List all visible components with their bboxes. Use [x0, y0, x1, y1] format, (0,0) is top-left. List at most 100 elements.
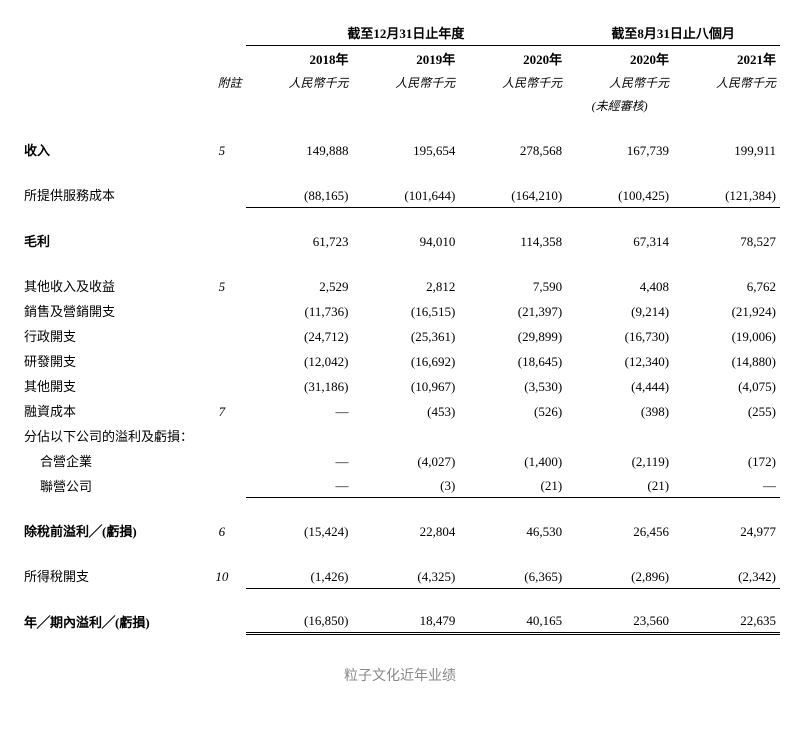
table-row: 銷售及營銷開支(11,736)(16,515)(21,397)(9,214)(2…	[20, 298, 780, 323]
cell-value: 167,739	[566, 137, 673, 162]
cell-value: (2,119)	[566, 448, 673, 473]
table-row: 除稅前溢利╱(虧損)6(15,424)22,80446,53026,45624,…	[20, 518, 780, 543]
cell-value: 4,408	[566, 273, 673, 298]
cell-value: 46,530	[459, 518, 566, 543]
row-label: 其他收入及收益	[20, 273, 198, 298]
cell-value: (4,075)	[673, 373, 780, 398]
header-year-row: 2018年 2019年 2020年 2020年 2021年	[20, 46, 780, 72]
cell-value: (18,645)	[459, 348, 566, 373]
table-row: 年╱期內溢利╱(虧損)(16,850)18,47940,16523,56022,…	[20, 609, 780, 634]
row-label: 融資成本	[20, 398, 198, 423]
cell-value: (1,400)	[459, 448, 566, 473]
row-label: 研發開支	[20, 348, 198, 373]
row-label: 銷售及營銷開支	[20, 298, 198, 323]
cell-value: 22,635	[673, 609, 780, 634]
table-row: 毛利 61,72394,010114,35867,31478,527	[20, 228, 780, 253]
row-note: 5	[198, 273, 245, 298]
cell-value: (6,365)	[459, 563, 566, 588]
cell-value: 94,010	[352, 228, 459, 253]
row-label: 毛利	[20, 228, 198, 253]
cell-value: (4,325)	[352, 563, 459, 588]
cell-value: 40,165	[459, 609, 566, 634]
cell-value: (9,214)	[566, 298, 673, 323]
cell-value: (100,425)	[566, 182, 673, 207]
cell-value: (2,342)	[673, 563, 780, 588]
cell-value: (19,006)	[673, 323, 780, 348]
cell-value: (11,736)	[246, 298, 353, 323]
row-label: 分佔以下公司的溢利及虧損：	[20, 423, 198, 448]
cell-value: 114,358	[459, 228, 566, 253]
row-label: 所得稅開支	[20, 563, 198, 588]
note-header: 附註	[198, 71, 245, 94]
table-row: 研發開支(12,042)(16,692)(18,645)(12,340)(14,…	[20, 348, 780, 373]
row-label: 行政開支	[20, 323, 198, 348]
table-row: 其他收入及收益52,5292,8127,5904,4086,762	[20, 273, 780, 298]
span-header-1: 截至12月31日止年度	[246, 20, 567, 46]
cell-value: 18,479	[352, 609, 459, 634]
cell-value: 278,568	[459, 137, 566, 162]
unaudited-label: (未經審核)	[566, 94, 673, 117]
header-span-row: 截至12月31日止年度 截至8月31日止八個月	[20, 20, 780, 46]
cell-value: 2,529	[246, 273, 353, 298]
row-note: 5	[198, 137, 245, 162]
cell-value: (172)	[673, 448, 780, 473]
cell-value: (21,397)	[459, 298, 566, 323]
cell-value: 22,804	[352, 518, 459, 543]
cell-value: 67,314	[566, 228, 673, 253]
cell-value: 149,888	[246, 137, 353, 162]
cell-value: (121,384)	[673, 182, 780, 207]
cell-value: 61,723	[246, 228, 353, 253]
row-label: 聯營公司	[20, 473, 198, 498]
cell-value: (16,730)	[566, 323, 673, 348]
unit-4: 人民幣千元	[673, 71, 780, 94]
cell-value: (164,210)	[459, 182, 566, 207]
unit-1: 人民幣千元	[352, 71, 459, 94]
cell-value	[352, 423, 459, 448]
row-label: 所提供服務成本	[20, 182, 198, 207]
spacer-row	[20, 543, 780, 563]
col-year-4: 2021年	[673, 46, 780, 72]
cell-value: (2,896)	[566, 563, 673, 588]
cell-value	[459, 423, 566, 448]
cell-value: 78,527	[673, 228, 780, 253]
row-label: 年╱期內溢利╱(虧損)	[20, 609, 198, 634]
cell-value	[246, 423, 353, 448]
cell-value: 26,456	[566, 518, 673, 543]
cell-value: (4,444)	[566, 373, 673, 398]
row-note	[198, 609, 245, 634]
spacer-row	[20, 207, 780, 228]
row-label: 除稅前溢利╱(虧損)	[20, 518, 198, 543]
row-note	[198, 448, 245, 473]
row-note	[198, 348, 245, 373]
col-year-2: 2020年	[459, 46, 566, 72]
row-note	[198, 323, 245, 348]
cell-value: 2,812	[352, 273, 459, 298]
cell-value: —	[673, 473, 780, 498]
cell-value: (3)	[352, 473, 459, 498]
header-unaudited-row: (未經審核)	[20, 94, 780, 117]
row-label: 收入	[20, 137, 198, 162]
cell-value: (88,165)	[246, 182, 353, 207]
table-row: 聯營公司—(3)(21)(21)—	[20, 473, 780, 498]
row-label: 其他開支	[20, 373, 198, 398]
cell-value: (12,042)	[246, 348, 353, 373]
cell-value: (3,530)	[459, 373, 566, 398]
financial-table: 截至12月31日止年度 截至8月31日止八個月 2018年 2019年 2020…	[20, 20, 780, 635]
table-row: 所提供服務成本(88,165)(101,644)(164,210)(100,42…	[20, 182, 780, 207]
header-unit-row: 附註 人民幣千元 人民幣千元 人民幣千元 人民幣千元 人民幣千元	[20, 71, 780, 94]
cell-value: (31,186)	[246, 373, 353, 398]
cell-value: (15,424)	[246, 518, 353, 543]
cell-value: (16,692)	[352, 348, 459, 373]
cell-value: —	[246, 473, 353, 498]
cell-value: (1,426)	[246, 563, 353, 588]
cell-value: 6,762	[673, 273, 780, 298]
cell-value: (21)	[459, 473, 566, 498]
cell-value: (24,712)	[246, 323, 353, 348]
unit-3: 人民幣千元	[566, 71, 673, 94]
row-label: 合營企業	[20, 448, 198, 473]
table-row: 行政開支(24,712)(25,361)(29,899)(16,730)(19,…	[20, 323, 780, 348]
table-row: 所得稅開支10(1,426)(4,325)(6,365)(2,896)(2,34…	[20, 563, 780, 588]
row-note: 6	[198, 518, 245, 543]
span-header-2: 截至8月31日止八個月	[566, 20, 780, 46]
table-row: 融資成本7—(453)(526)(398)(255)	[20, 398, 780, 423]
